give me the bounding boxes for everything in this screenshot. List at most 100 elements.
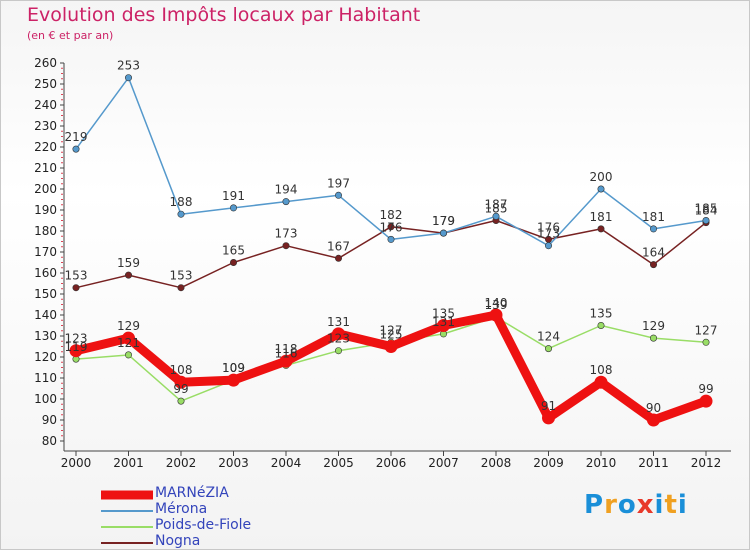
data-point (649, 261, 657, 269)
data-label: 127 (695, 323, 718, 337)
data-label: 121 (117, 336, 140, 350)
legend-swatch (101, 490, 153, 500)
data-label: 90 (646, 401, 661, 415)
x-tick-label: 2012 (691, 456, 722, 470)
data-label: 125 (380, 328, 403, 342)
data-point (282, 198, 290, 206)
data-point (544, 242, 552, 250)
data-label: 173 (275, 227, 298, 241)
data-label: 200 (590, 170, 613, 184)
data-point (542, 411, 555, 425)
data-label: 185 (485, 202, 508, 216)
legend-swatch (101, 542, 153, 544)
legend-label: Nogna (155, 533, 201, 549)
data-label: 140 (485, 296, 508, 310)
logo-letter: P (584, 490, 605, 520)
y-tick-label: 120 (34, 350, 57, 364)
data-label: 99 (173, 382, 188, 396)
legend-label: Mérona (155, 501, 208, 517)
y-tick-label: 190 (34, 203, 57, 217)
data-point (439, 229, 447, 237)
data-point (177, 210, 185, 218)
data-point (702, 338, 710, 346)
data-point (702, 217, 710, 225)
data-point (227, 373, 240, 387)
y-tick-label: 160 (34, 266, 57, 280)
data-point (334, 191, 342, 199)
data-point (387, 223, 395, 231)
y-tick-label: 180 (34, 224, 57, 238)
x-tick-label: 2004 (271, 456, 302, 470)
x-tick-label: 2007 (428, 456, 459, 470)
logo-letter: t (664, 490, 678, 520)
y-tick-label: 140 (34, 308, 57, 322)
logo-letter: x (636, 490, 655, 520)
y-tick-label: 200 (34, 182, 57, 196)
data-label: 188 (170, 195, 193, 209)
data-point (125, 351, 133, 359)
y-tick-label: 240 (34, 98, 57, 112)
data-point (492, 212, 500, 220)
x-tick-label: 2010 (586, 456, 617, 470)
data-label: 165 (222, 244, 245, 258)
data-label: 139 (485, 298, 508, 312)
data-label: 191 (222, 189, 245, 203)
data-label: 135 (432, 307, 455, 321)
data-label: 135 (590, 307, 613, 321)
x-tick-label: 2005 (323, 456, 354, 470)
logo-letter: r (604, 490, 618, 520)
data-label: 129 (117, 319, 140, 333)
legend-label: MARNéZIA (155, 485, 229, 501)
x-tick-label: 2002 (166, 456, 197, 470)
y-tick-label: 260 (34, 56, 57, 70)
y-tick-label: 110 (34, 371, 57, 385)
data-label: 164 (642, 246, 665, 260)
data-label: 109 (222, 361, 245, 375)
data-label: 118 (275, 342, 298, 356)
data-point (279, 354, 293, 368)
data-point (230, 258, 238, 266)
data-label: 131 (327, 315, 350, 329)
x-tick-label: 2000 (61, 456, 92, 470)
data-point (437, 319, 450, 332)
logo-letter: i (654, 490, 665, 520)
data-label: 108 (170, 363, 193, 377)
y-tick-label: 90 (42, 413, 57, 427)
data-label: 179 (432, 214, 455, 228)
y-tick-label: 100 (34, 392, 57, 406)
data-label: 167 (327, 239, 350, 253)
y-tick-label: 220 (34, 140, 57, 154)
y-tick-label: 230 (34, 119, 57, 133)
legend-swatch (101, 526, 153, 528)
data-label: 123 (65, 332, 88, 346)
data-point (597, 185, 605, 193)
data-label: 91 (541, 399, 556, 413)
data-point (332, 327, 345, 341)
data-point (334, 254, 342, 262)
x-tick-label: 2001 (113, 456, 144, 470)
data-point (544, 345, 552, 353)
data-point (334, 347, 342, 355)
y-tick-label: 150 (34, 287, 57, 301)
data-point (647, 413, 660, 427)
data-point (125, 74, 133, 82)
data-label: 184 (695, 204, 718, 218)
data-point (699, 394, 713, 408)
data-label: 159 (117, 256, 140, 270)
data-label: 153 (170, 269, 193, 283)
data-point (282, 242, 290, 250)
data-label: 181 (590, 210, 613, 224)
data-label: 194 (275, 183, 298, 197)
data-point (125, 271, 133, 279)
data-point (174, 375, 188, 389)
data-point (594, 375, 608, 389)
data-label: 108 (590, 363, 613, 377)
logo-letter: o (617, 490, 637, 520)
x-tick-label: 2006 (376, 456, 407, 470)
proxiti-logo: Proxiti (584, 490, 688, 520)
data-point (489, 308, 503, 322)
data-point (384, 340, 398, 353)
data-point (597, 225, 605, 233)
x-tick-label: 2003 (218, 456, 249, 470)
